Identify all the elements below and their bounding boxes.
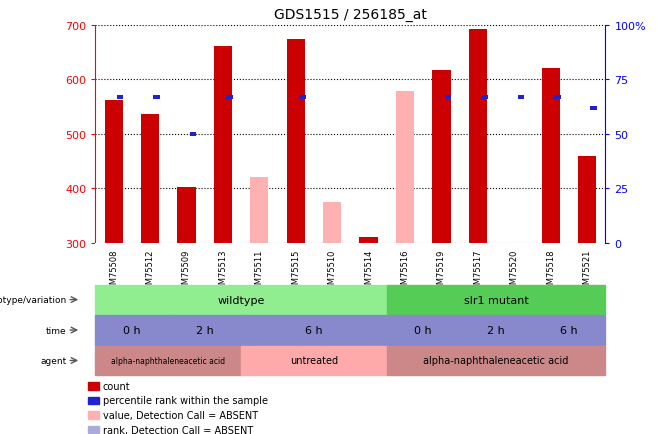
Bar [105,100,123,243]
Bar [95,346,241,375]
Bar [141,115,159,243]
Bar [226,95,233,100]
Bar [250,178,268,243]
Bar [432,71,451,243]
Text: GSM75519: GSM75519 [437,249,446,295]
Text: GSM75517: GSM75517 [473,249,482,295]
Text: 6 h: 6 h [305,326,323,335]
Text: GSM75515: GSM75515 [291,249,300,295]
Text: value, Detection Call = ABSENT: value, Detection Call = ABSENT [103,410,258,420]
Bar [387,285,605,315]
Text: 6 h: 6 h [560,326,578,335]
Bar [88,411,99,419]
Text: GSM75518: GSM75518 [546,249,555,295]
Text: wildtype: wildtype [217,295,265,305]
Bar [117,95,124,100]
Bar [481,95,488,100]
Bar [88,397,99,404]
Text: percentile rank within the sample: percentile rank within the sample [103,395,268,405]
Text: count: count [103,381,130,391]
Text: GSM75513: GSM75513 [218,249,228,295]
Text: 0 h: 0 h [415,326,432,335]
Bar [214,47,232,243]
Bar [532,316,605,345]
Bar [590,106,597,111]
Text: GSM75520: GSM75520 [510,249,519,295]
Title: GDS1515 / 256185_at: GDS1515 / 256185_at [274,8,427,22]
Text: slr1 mutant: slr1 mutant [464,295,528,305]
Bar [299,95,305,100]
Text: alpha-naphthaleneacetic acid: alpha-naphthaleneacetic acid [423,356,569,365]
Bar [178,187,195,243]
Bar [287,39,305,243]
Text: GSM75509: GSM75509 [182,249,191,295]
Bar [168,316,241,345]
Bar [542,68,560,243]
Bar [518,95,524,100]
Text: 0 h: 0 h [123,326,141,335]
Bar [460,316,532,345]
Bar [554,95,561,100]
Bar [241,346,387,375]
Bar [190,132,196,137]
Text: GSM75508: GSM75508 [109,249,118,295]
Text: GSM75511: GSM75511 [255,249,264,295]
Text: GSM75521: GSM75521 [582,249,592,295]
Text: 2 h: 2 h [196,326,214,335]
Bar [396,92,414,243]
Bar [387,346,605,375]
Bar [88,382,99,390]
Bar [359,238,378,243]
Text: 2 h: 2 h [487,326,505,335]
Text: untreated: untreated [290,356,338,365]
Text: alpha-naphthaleneacetic acid: alpha-naphthaleneacetic acid [111,356,225,365]
Text: time: time [45,326,66,335]
Bar [88,426,99,434]
Text: GSM75512: GSM75512 [145,249,155,295]
Text: GSM75516: GSM75516 [401,249,409,295]
Bar [468,30,487,243]
Bar [153,95,160,100]
Bar [387,316,460,345]
Text: rank, Detection Call = ABSENT: rank, Detection Call = ABSENT [103,424,253,434]
Bar [95,316,168,345]
Text: genotype/variation: genotype/variation [0,296,66,304]
Bar [95,285,387,315]
Bar [445,95,451,100]
Text: GSM75510: GSM75510 [328,249,337,295]
Bar [578,156,596,243]
Bar [323,202,342,243]
Bar [241,316,387,345]
Text: agent: agent [40,356,66,365]
Text: GSM75514: GSM75514 [364,249,373,295]
